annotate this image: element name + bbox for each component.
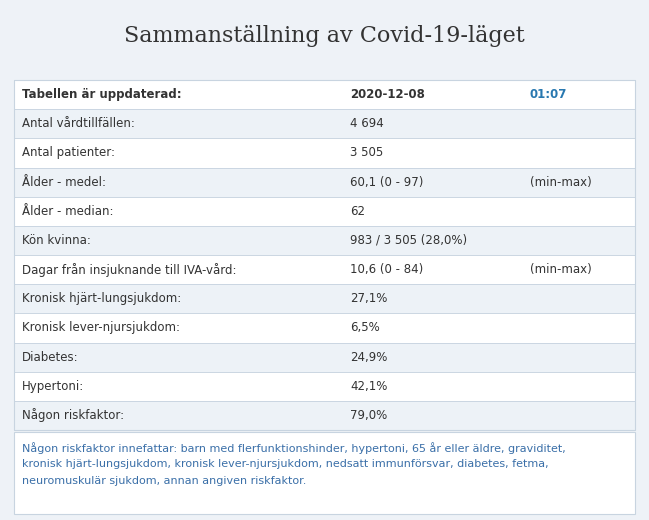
Bar (14, 226, 635, 255)
Text: Antal patienter:: Antal patienter: (22, 147, 115, 160)
Text: (min-max): (min-max) (530, 263, 592, 276)
Text: Tabellen är uppdaterad:: Tabellen är uppdaterad: (22, 88, 182, 101)
Text: 983 / 3 505 (28,0%): 983 / 3 505 (28,0%) (350, 234, 467, 247)
Text: Ålder - median:: Ålder - median: (22, 205, 114, 218)
Text: 4 694: 4 694 (350, 117, 384, 130)
Bar (14, 284, 635, 314)
Text: Kronisk hjärt-lungsjukdom:: Kronisk hjärt-lungsjukdom: (22, 292, 181, 305)
Text: 27,1%: 27,1% (350, 292, 387, 305)
Text: Någon riskfaktor innefattar: barn med flerfunktionshinder, hypertoni, 65 år elle: Någon riskfaktor innefattar: barn med fl… (22, 442, 566, 454)
Text: 10,6 (0 - 84): 10,6 (0 - 84) (350, 263, 423, 276)
Bar (14, 167, 635, 197)
Text: 60,1 (0 - 97): 60,1 (0 - 97) (350, 176, 423, 189)
Text: Diabetes:: Diabetes: (22, 350, 79, 363)
Bar (14, 314, 635, 343)
Text: neuromuskulär sjukdom, annan angiven riskfaktor.: neuromuskulär sjukdom, annan angiven ris… (22, 476, 306, 486)
Bar (14, 80, 635, 109)
Text: 42,1%: 42,1% (350, 380, 387, 393)
Bar (14, 109, 635, 138)
Text: kronisk hjärt-lungsjukdom, kronisk lever-njursjukdom, nedsatt immunförsvar, diab: kronisk hjärt-lungsjukdom, kronisk lever… (22, 459, 548, 469)
Text: 3 505: 3 505 (350, 147, 384, 160)
Bar (14, 372, 635, 401)
Bar (14, 138, 635, 167)
Bar (14, 432, 635, 514)
Bar (14, 255, 635, 284)
Bar (14, 401, 635, 430)
Text: 24,9%: 24,9% (350, 350, 387, 363)
Bar (14, 80, 635, 430)
Text: Någon riskfaktor:: Någon riskfaktor: (22, 408, 124, 422)
Text: Kronisk lever-njursjukdom:: Kronisk lever-njursjukdom: (22, 321, 180, 334)
Bar (14, 343, 635, 372)
Text: Antal vårdtillfällen:: Antal vårdtillfällen: (22, 117, 135, 130)
Text: 6,5%: 6,5% (350, 321, 380, 334)
Text: 79,0%: 79,0% (350, 409, 387, 422)
Text: Ålder - medel:: Ålder - medel: (22, 176, 106, 189)
Text: 01:07: 01:07 (530, 88, 567, 101)
Text: Hypertoni:: Hypertoni: (22, 380, 84, 393)
Bar (14, 197, 635, 226)
Text: Sammanställning av Covid-19-läget: Sammanställning av Covid-19-läget (124, 25, 525, 47)
Text: (min-max): (min-max) (530, 176, 592, 189)
Text: 2020-12-08: 2020-12-08 (350, 88, 425, 101)
Text: Kön kvinna:: Kön kvinna: (22, 234, 91, 247)
Text: Dagar från insjuknande till IVA-vård:: Dagar från insjuknande till IVA-vård: (22, 263, 236, 277)
Text: 62: 62 (350, 205, 365, 218)
